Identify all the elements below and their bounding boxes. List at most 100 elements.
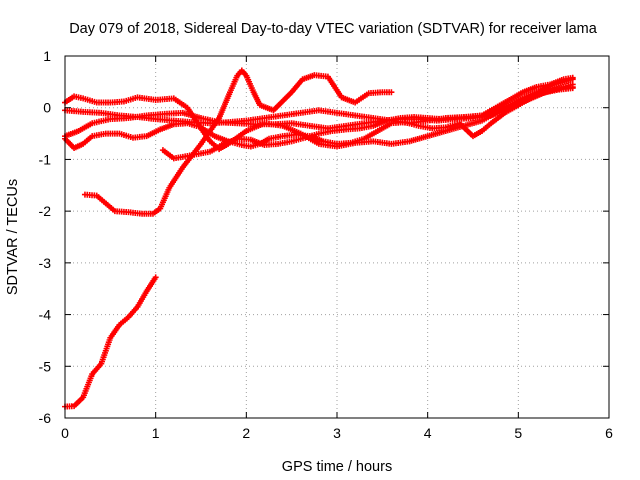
- data-point: [200, 126, 202, 129]
- data-point: [186, 122, 189, 125]
- series-track-7: [159, 74, 576, 162]
- data-point: [290, 91, 293, 93]
- series-layer: [62, 67, 576, 410]
- data-point: [186, 106, 189, 109]
- y-tick-label: -6: [39, 410, 52, 426]
- data-point: [132, 136, 134, 139]
- data-point: [372, 140, 375, 143]
- data-point: [562, 78, 565, 81]
- data-point: [241, 69, 243, 72]
- data-point: [168, 187, 171, 189]
- x-tick-label: 4: [424, 425, 432, 441]
- series-markers: [62, 274, 159, 410]
- data-point: [508, 99, 511, 101]
- data-point: [100, 112, 103, 114]
- data-point: [136, 116, 139, 118]
- data-point: [250, 138, 252, 141]
- data-point: [109, 118, 112, 120]
- data-point: [123, 100, 125, 103]
- series-markers: [81, 67, 395, 217]
- data-point: [503, 112, 506, 114]
- data-point: [309, 125, 311, 127]
- data-point: [159, 128, 161, 131]
- data-point: [494, 106, 497, 109]
- data-point: [490, 114, 492, 117]
- data-point: [381, 91, 384, 93]
- series-track-1: [62, 274, 159, 410]
- data-point: [105, 202, 107, 205]
- data-point: [254, 123, 257, 126]
- data-point: [531, 96, 533, 99]
- data-point: [200, 143, 202, 145]
- data-point: [82, 111, 84, 113]
- data-point: [458, 122, 461, 125]
- data-point: [281, 114, 284, 117]
- data-point: [336, 143, 338, 145]
- data-point: [304, 136, 307, 139]
- data-point: [209, 150, 211, 153]
- chart-title: Day 079 of 2018, Sidereal Day-to-day VTE…: [69, 21, 598, 37]
- data-point: [535, 86, 538, 88]
- data-point: [259, 104, 261, 106]
- data-point: [313, 74, 316, 76]
- data-point: [82, 97, 84, 100]
- data-point: [345, 128, 347, 131]
- data-point: [467, 116, 470, 118]
- data-point: [318, 109, 320, 112]
- data-point: [445, 126, 447, 129]
- data-point: [358, 127, 361, 130]
- data-point: [490, 122, 492, 125]
- data-point: [227, 121, 229, 123]
- x-axis-label: GPS time / hours: [282, 459, 392, 475]
- data-point: [95, 194, 98, 197]
- y-axis-label: SDTVAR / TECUs: [5, 179, 21, 295]
- data-point: [481, 114, 483, 117]
- data-point: [127, 316, 130, 318]
- data-point: [182, 166, 184, 168]
- data-point: [290, 140, 293, 143]
- data-point: [363, 137, 366, 140]
- data-point: [73, 405, 75, 407]
- y-tick-label: 0: [43, 100, 51, 116]
- data-point: [91, 135, 93, 137]
- data-point: [571, 76, 574, 79]
- data-point: [154, 118, 157, 120]
- data-point: [322, 140, 325, 143]
- data-point: [340, 96, 343, 99]
- data-point: [327, 75, 329, 78]
- data-point: [472, 135, 474, 137]
- data-point: [549, 83, 551, 86]
- data-point: [77, 130, 80, 132]
- data-point: [200, 117, 202, 119]
- data-point: [390, 122, 393, 125]
- data-point: [109, 101, 112, 104]
- data-point: [413, 116, 415, 118]
- data-point: [301, 78, 304, 81]
- y-tick-label: -4: [39, 307, 52, 323]
- data-point: [426, 117, 429, 119]
- data-point: [372, 125, 375, 127]
- data-point: [250, 145, 252, 148]
- data-point: [159, 207, 161, 210]
- data-point: [517, 104, 520, 106]
- data-point: [252, 91, 255, 93]
- data-point: [377, 130, 379, 132]
- data-point: [417, 125, 420, 127]
- data-point: [127, 211, 130, 213]
- data-point: [331, 130, 334, 132]
- y-tick-label: 1: [43, 48, 51, 64]
- data-point: [349, 142, 352, 144]
- data-point: [299, 112, 302, 114]
- data-point: [136, 96, 139, 99]
- data-point: [82, 396, 84, 399]
- data-point: [182, 112, 184, 114]
- data-point: [404, 121, 406, 123]
- data-point: [222, 143, 225, 145]
- data-point: [173, 123, 175, 126]
- data-point: [281, 135, 284, 137]
- data-point: [195, 153, 198, 156]
- data-point: [408, 140, 411, 143]
- data-point: [544, 91, 547, 93]
- data-point: [245, 119, 248, 122]
- data-point: [336, 112, 338, 114]
